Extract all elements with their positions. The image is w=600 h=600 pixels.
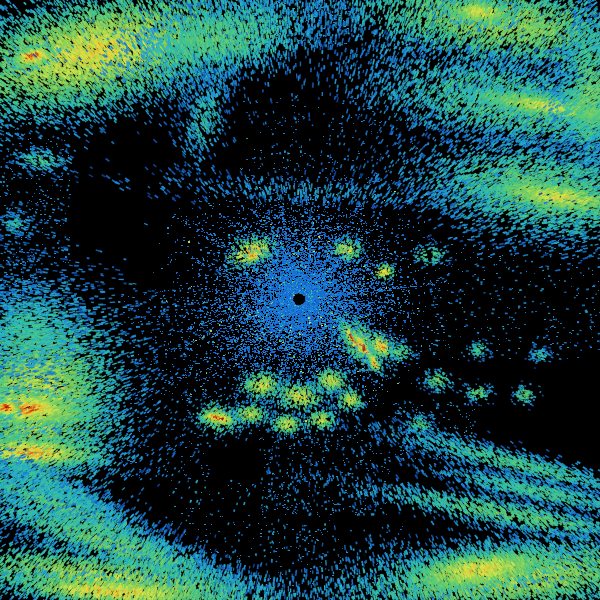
radar-reflectivity-image [0, 0, 600, 600]
radar-display [0, 0, 600, 600]
